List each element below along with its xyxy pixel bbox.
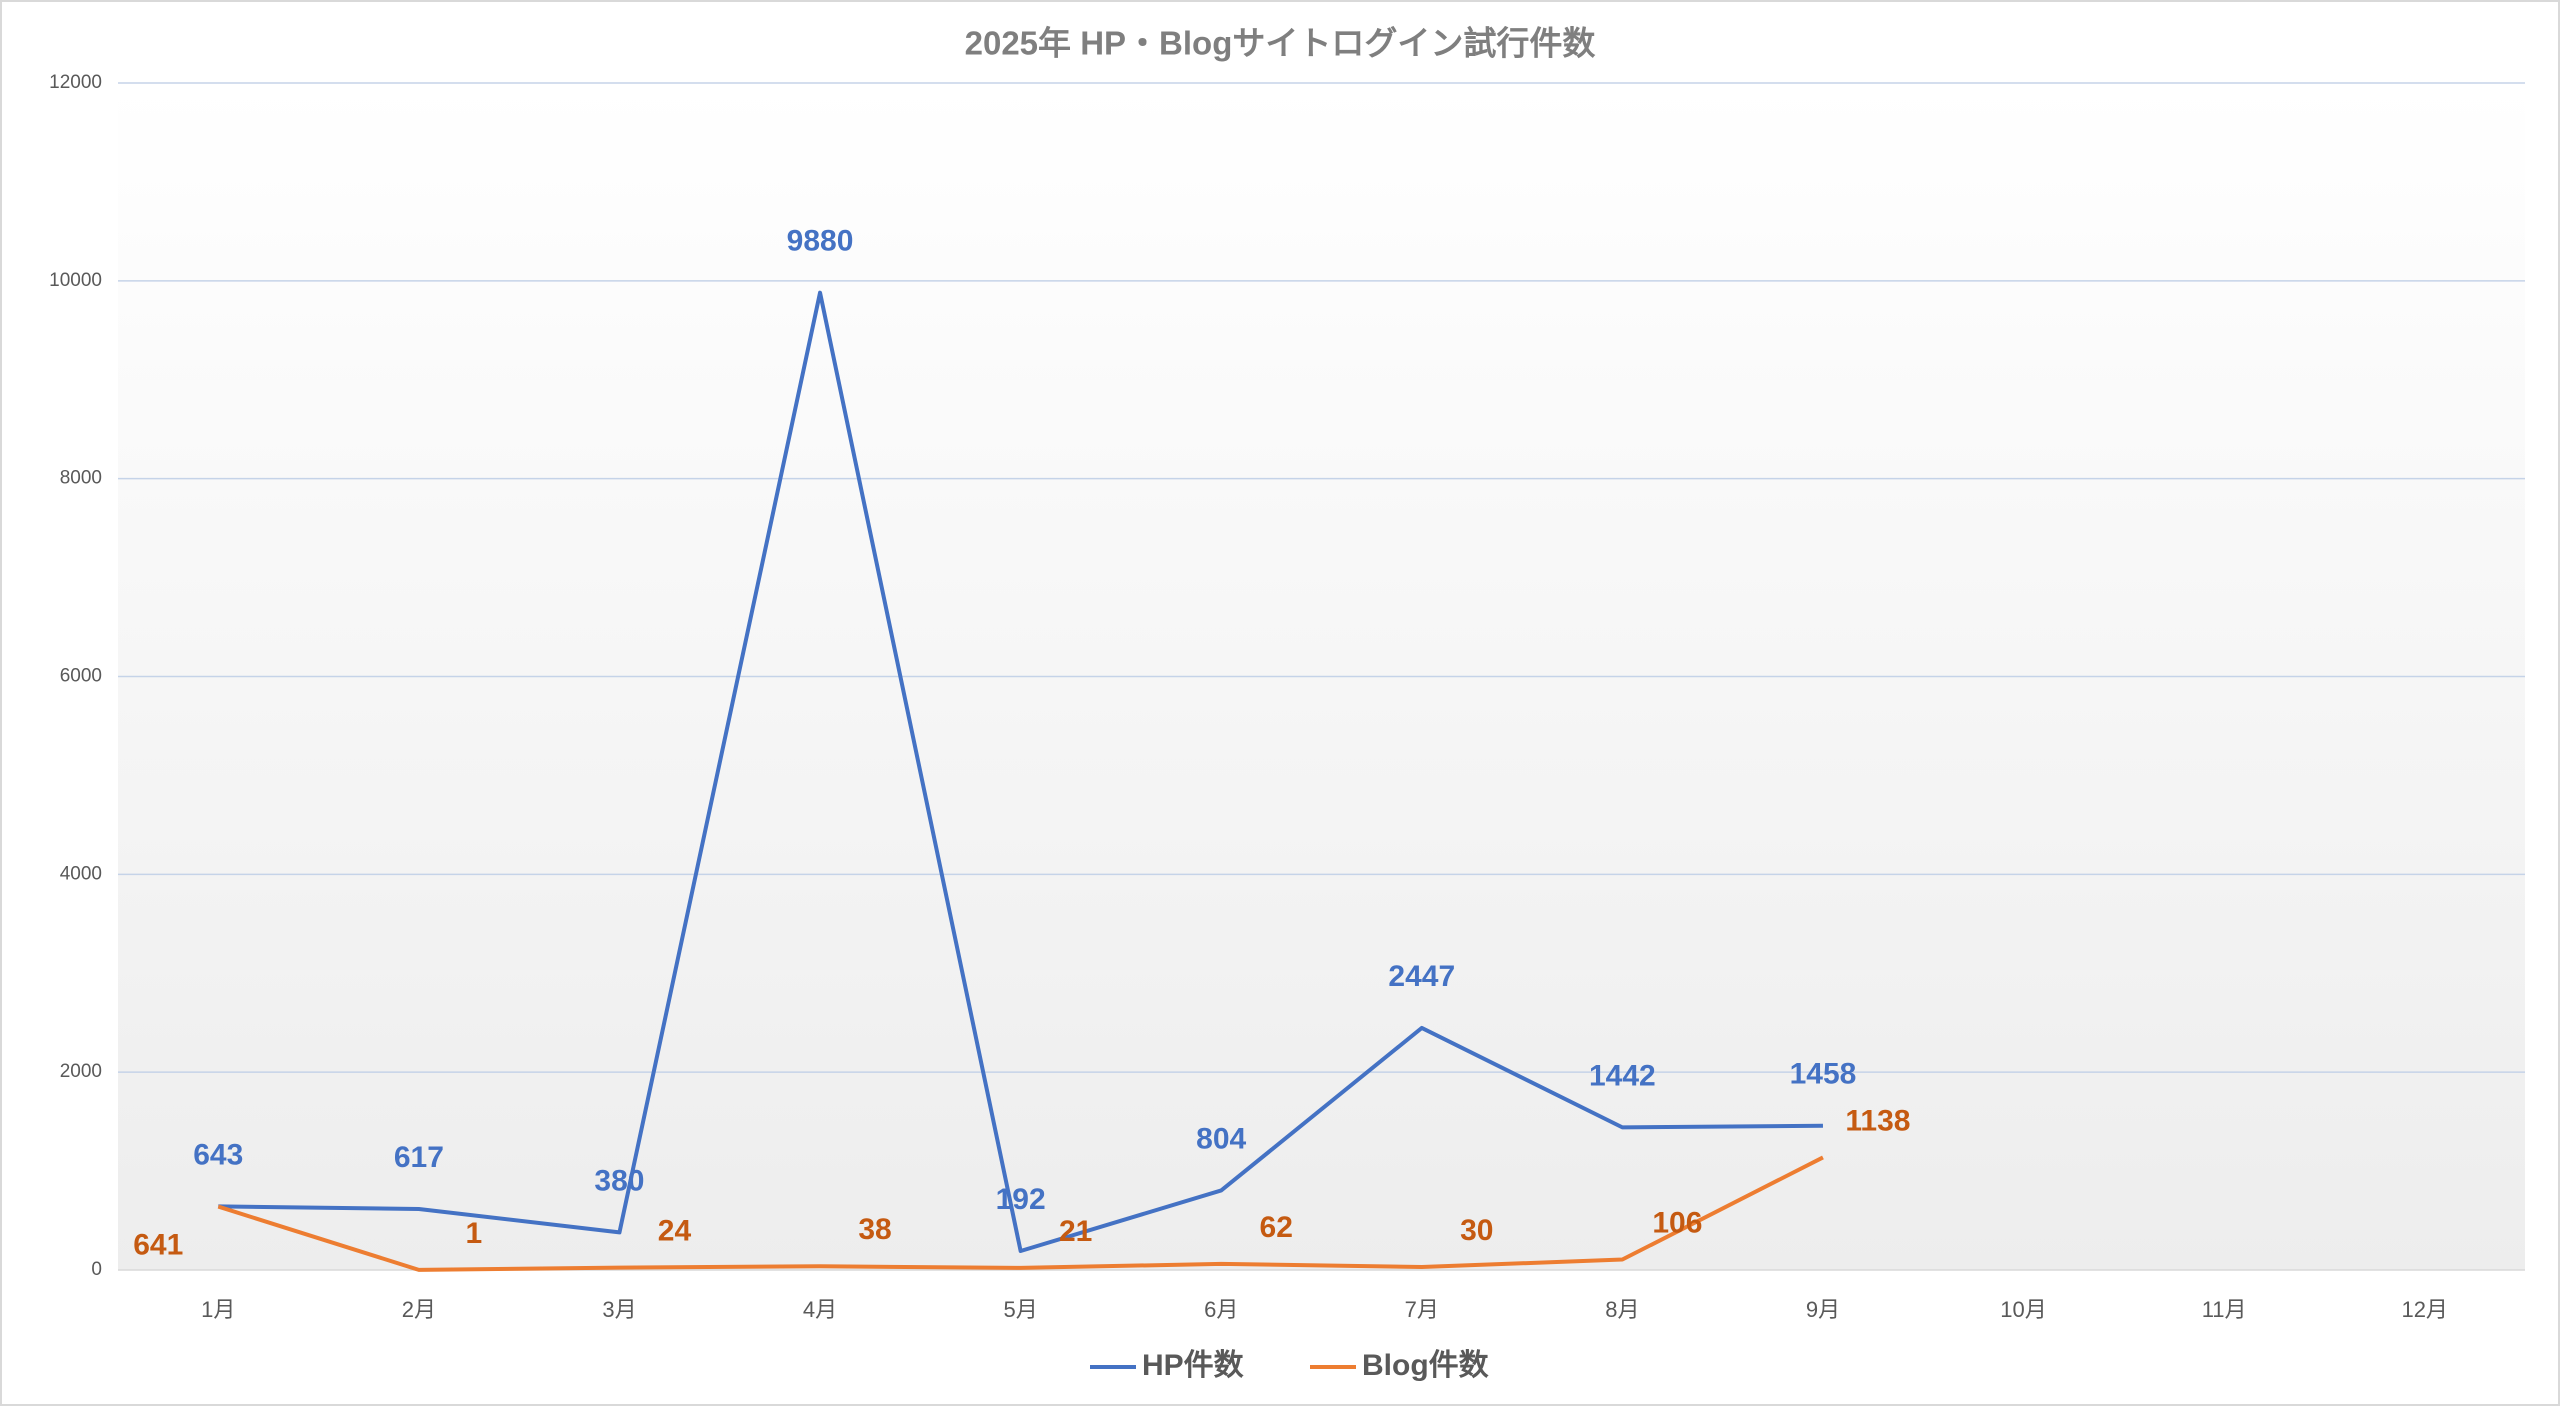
x-tick-label: 1月 bbox=[201, 1297, 235, 1322]
x-tick-label: 6月 bbox=[1204, 1297, 1238, 1322]
data-label: 1138 bbox=[1845, 1104, 1910, 1137]
data-label: 1458 bbox=[1790, 1058, 1857, 1091]
chart-title: 2025年 HP・Blogサイトログイン試行件数 bbox=[965, 25, 1597, 62]
data-label: 38 bbox=[858, 1213, 891, 1246]
data-label: 380 bbox=[594, 1164, 644, 1197]
y-tick-label: 0 bbox=[91, 1259, 102, 1280]
y-tick-label: 6000 bbox=[60, 666, 102, 687]
x-tick-label: 3月 bbox=[602, 1297, 636, 1322]
y-tick-label: 4000 bbox=[60, 863, 102, 884]
data-label: 643 bbox=[193, 1138, 243, 1171]
series-line bbox=[218, 290, 1823, 1254]
x-tick-label: 8月 bbox=[1605, 1297, 1639, 1322]
y-tick-label: 2000 bbox=[60, 1061, 102, 1082]
y-tick-label: 8000 bbox=[60, 468, 102, 489]
x-tick-label: 5月 bbox=[1004, 1297, 1038, 1322]
series-line bbox=[217, 1155, 1824, 1272]
data-label: 804 bbox=[1196, 1122, 1246, 1155]
data-label: 106 bbox=[1652, 1206, 1702, 1239]
data-label: 1 bbox=[466, 1217, 483, 1250]
data-label: 62 bbox=[1260, 1211, 1293, 1244]
data-label: 2447 bbox=[1388, 960, 1455, 993]
y-tick-label: 10000 bbox=[49, 270, 102, 291]
x-tick-label: 11月 bbox=[2202, 1297, 2247, 1322]
x-tick-label: 10月 bbox=[2000, 1297, 2046, 1322]
x-tick-label: 7月 bbox=[1405, 1297, 1439, 1322]
data-label: 21 bbox=[1059, 1215, 1092, 1248]
data-label: 9880 bbox=[787, 225, 854, 258]
data-label: 30 bbox=[1460, 1214, 1493, 1247]
x-tick-label: 2月 bbox=[402, 1297, 436, 1322]
x-tick-label: 4月 bbox=[803, 1297, 837, 1322]
legend-label: HP件数 bbox=[1142, 1349, 1245, 1382]
data-label: 617 bbox=[394, 1141, 444, 1174]
data-label: 24 bbox=[658, 1215, 692, 1248]
data-label: 192 bbox=[996, 1183, 1046, 1216]
y-tick-label: 12000 bbox=[49, 72, 102, 93]
data-label: 641 bbox=[133, 1229, 183, 1262]
x-tick-label: 12月 bbox=[2401, 1297, 2447, 1322]
x-tick-label: 9月 bbox=[1806, 1297, 1840, 1322]
legend-label: Blog件数 bbox=[1362, 1349, 1490, 1382]
data-label: 1442 bbox=[1589, 1059, 1656, 1092]
